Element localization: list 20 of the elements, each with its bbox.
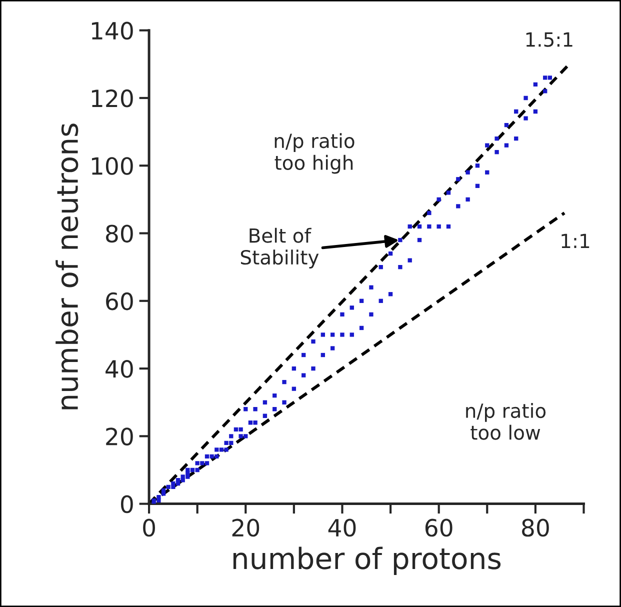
y-tick-label: 120 [92,89,133,108]
y-tick-label: 140 [92,22,133,40]
y-tick-label: 60 [106,292,133,310]
y-tick-label: 40 [106,360,133,378]
annotation: 1.5:1 [526,32,572,47]
y-axis-title: number of neutrons [56,124,78,410]
x-tick-label: 20 [232,518,260,537]
y-tick-label: 80 [106,224,133,243]
y-tick-label: 0 [120,495,133,514]
annotation: n/p ratio too high [274,133,354,174]
annotation: 1:1 [562,234,590,248]
x-axis-title: number of protons [233,546,501,576]
x-tick-label: 0 [143,518,155,537]
annotation: Belt of Stability [240,228,319,268]
y-tick-label: 100 [92,157,133,175]
y-tick-label: 20 [106,428,133,446]
x-tick-label: 40 [328,518,356,537]
annotation: n/p ratio too low [466,403,546,440]
x-tick-label: 60 [425,518,452,537]
x-tick-label: 80 [522,518,549,537]
